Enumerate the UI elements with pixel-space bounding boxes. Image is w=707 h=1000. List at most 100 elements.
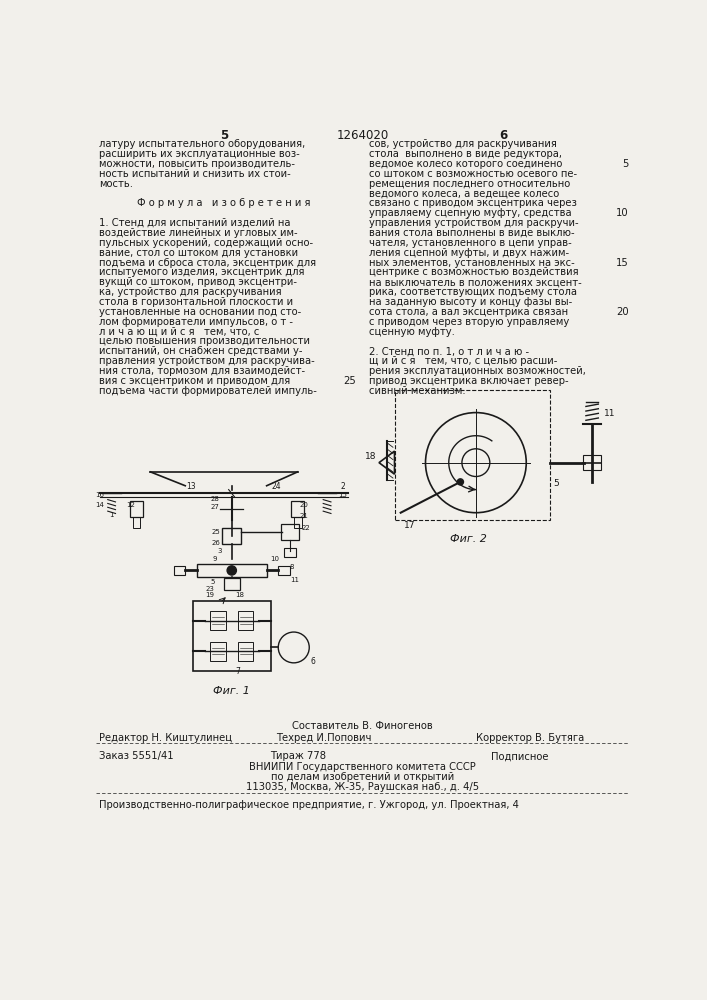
Text: 16: 16 [95,492,104,498]
Text: сота стола, а вал эксцентрика связан: сота стола, а вал эксцентрика связан [369,307,568,317]
Text: вия с эксцентриком и приводом для: вия с эксцентриком и приводом для [99,376,291,386]
Text: вукщй со штоком, привод эксцентри-: вукщй со штоком, привод эксцентри- [99,277,297,287]
Text: 25: 25 [343,376,356,386]
Bar [223,528,241,544]
Text: лом формирователи импульсов, о т -: лом формирователи импульсов, о т - [99,317,293,327]
Text: 23: 23 [206,586,215,592]
Text: 20: 20 [299,502,308,508]
Text: 25: 25 [212,529,221,535]
Text: 5: 5 [622,159,629,169]
Bar [291,501,304,517]
Text: Фиг. 1: Фиг. 1 [214,686,250,696]
Text: ления сцепной муфты, и двух нажим-: ления сцепной муфты, и двух нажим- [369,248,569,258]
Text: ведомое колесо которого соединено: ведомое колесо которого соединено [369,159,562,169]
Bar [284,548,296,557]
Text: можности, повысить производитель-: можности, повысить производитель- [99,159,296,169]
Bar [210,611,226,630]
Text: 2: 2 [340,482,345,491]
Text: ния стола, тормозом для взаимодейст-: ния стола, тормозом для взаимодейст- [99,366,305,376]
Text: 12: 12 [127,502,136,508]
Text: 8: 8 [290,564,294,570]
Bar [279,566,290,575]
Bar [281,524,299,540]
Text: на выключатель в положениях эксцент-: на выключатель в положениях эксцент- [369,277,582,287]
Text: правления устройством для раскручива-: правления устройством для раскручива- [99,356,315,366]
Bar [193,601,271,671]
Text: целью повышения производительности: целью повышения производительности [99,336,310,346]
Text: 6: 6 [311,657,315,666]
Bar [130,501,143,517]
Text: 1264020: 1264020 [337,129,388,142]
Bar [132,517,140,528]
Text: ВНИИПИ Государственного комитета СССР: ВНИИПИ Государственного комитета СССР [249,762,476,772]
Bar [224,578,240,590]
Text: чателя, установленного в цепи управ-: чателя, установленного в цепи управ- [369,238,572,248]
Text: 2. Стенд по п. 1, о т л и ч а ю -: 2. Стенд по п. 1, о т л и ч а ю - [369,346,529,356]
Bar [238,611,253,630]
Text: рика, соответствующих подъему стола: рика, соответствующих подъему стола [369,287,577,297]
Text: стола  выполнено в виде редуктора,: стола выполнено в виде редуктора, [369,149,562,159]
Text: 5: 5 [210,579,215,585]
Text: 113035, Москва, Ж-35, Раушская наб., д. 4/5: 113035, Москва, Ж-35, Раушская наб., д. … [246,782,479,792]
Text: 11: 11 [290,577,299,583]
Text: щ и й с я   тем, что, с целью расши-: щ и й с я тем, что, с целью расши- [369,356,557,366]
Text: по делам изобретений и открытий: по делам изобретений и открытий [271,772,454,782]
Text: Производственно-полиграфическое предприятие, г. Ужгород, ул. Проектная, 4: Производственно-полиграфическое предприя… [99,800,519,810]
Text: подъема и сброса стола, эксцентрик для: подъема и сброса стола, эксцентрик для [99,258,316,268]
Bar [197,564,267,577]
Text: 19: 19 [206,592,215,598]
Text: 17: 17 [404,521,416,530]
Text: 9: 9 [212,556,217,562]
Text: сивный механизм.: сивный механизм. [369,386,465,396]
Text: установленные на основании под сто-: установленные на основании под сто- [99,307,301,317]
Text: 10: 10 [616,208,629,218]
Text: 22: 22 [301,525,310,531]
Text: воздействие линейных и угловых им-: воздействие линейных и угловых им- [99,228,298,238]
Bar [583,455,602,470]
Text: с приводом через вторую управляему: с приводом через вторую управляему [369,317,569,327]
Text: 14: 14 [95,502,104,508]
Bar [238,642,253,661]
Text: мость.: мость. [99,179,133,189]
Text: ведомого колеса, а ведещее колесо: ведомого колеса, а ведещее колесо [369,189,559,199]
Text: 1. Стенд для испытаний изделий на: 1. Стенд для испытаний изделий на [99,218,291,228]
Bar [293,517,301,528]
Text: 24: 24 [271,482,281,491]
Bar [395,389,549,520]
Text: Подписное: Подписное [491,751,549,761]
Text: 28: 28 [210,496,219,502]
Circle shape [227,566,236,575]
Text: со штоком с возможностью осевого пе-: со штоком с возможностью осевого пе- [369,169,577,179]
Text: 26: 26 [212,540,221,546]
Text: Тираж 778: Тираж 778 [271,751,327,761]
Bar [174,566,185,575]
Text: 1: 1 [110,512,114,518]
Text: 15: 15 [616,258,629,268]
Text: 21: 21 [299,513,308,519]
Text: ных элементов, установленных на экс-: ных элементов, установленных на экс- [369,258,575,268]
Text: 5: 5 [220,129,228,142]
Text: 18: 18 [235,592,245,598]
Text: расширить их эксплуатационные воз-: расширить их эксплуатационные воз- [99,149,300,159]
Text: сценную муфту.: сценную муфту. [369,327,455,337]
Text: л и ч а ю щ и й с я   тем, что, с: л и ч а ю щ и й с я тем, что, с [99,327,259,337]
Text: латуру испытательного оборудования,: латуру испытательного оборудования, [99,139,305,149]
Text: стола в горизонтальной плоскости и: стола в горизонтальной плоскости и [99,297,293,307]
Text: пульсных ускорений, содержащий осно-: пульсных ускорений, содержащий осно- [99,238,313,248]
Text: Ф о р м у л а   и з о б р е т е н и я: Ф о р м у л а и з о б р е т е н и я [137,198,311,208]
Text: вание, стол со штоком для установки: вание, стол со штоком для установки [99,248,298,258]
Text: Редактор Н. Киштулинец: Редактор Н. Киштулинец [99,733,233,743]
Text: привод эксцентрика включает ревер-: привод эксцентрика включает ревер- [369,376,568,386]
Text: рения эксплуатационных возможностей,: рения эксплуатационных возможностей, [369,366,586,376]
Bar [210,642,226,661]
Text: ность испытаний и снизить их стои-: ность испытаний и снизить их стои- [99,169,291,179]
Text: сов, устройство для раскручивания: сов, устройство для раскручивания [369,139,557,149]
Text: Составитель В. Финогенов: Составитель В. Финогенов [292,721,433,731]
Text: связано с приводом эксцентрика через: связано с приводом эксцентрика через [369,198,577,208]
Text: вания стола выполнены в виде выклю-: вания стола выполнены в виде выклю- [369,228,575,238]
Text: подъема части формирователей импуль-: подъема части формирователей импуль- [99,386,317,396]
Text: Корректор В. Бутяга: Корректор В. Бутяга [476,733,584,743]
Circle shape [457,479,464,485]
Text: 13: 13 [187,482,197,491]
Text: испытаний, он снабжен средствами у-: испытаний, он снабжен средствами у- [99,346,303,356]
